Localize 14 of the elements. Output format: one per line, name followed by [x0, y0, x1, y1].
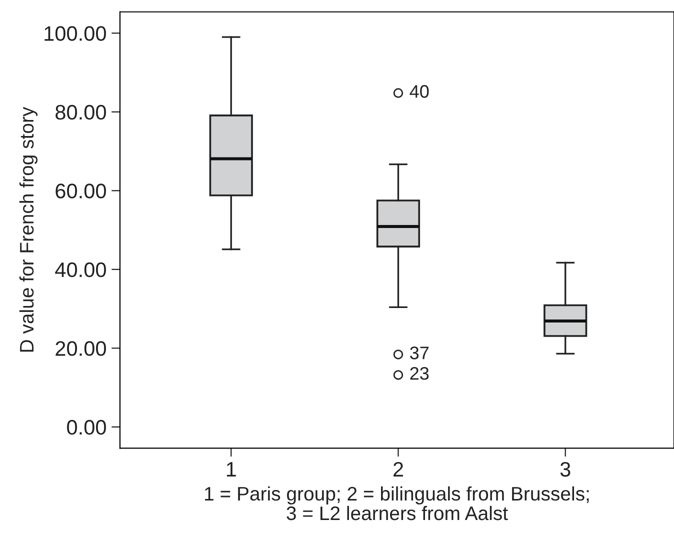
y-tick-label: 60.00	[56, 184, 106, 198]
y-tick-label: 0.00	[67, 420, 106, 435]
x-tick-label: 1	[226, 462, 236, 476]
y-tick-label: 100.00	[44, 26, 106, 41]
annotation: 40	[410, 85, 429, 98]
x-axis-title: 1 = Paris group; 2 = bilinguals from Brussels; 3 = L2 learners from Aalst	[205, 486, 589, 520]
x-tick-label: 3	[560, 462, 570, 477]
y-axis-title: D value for French frog story	[19, 106, 38, 352]
x-tick-label: 2	[393, 462, 403, 476]
y-tick-label: 40.00	[55, 262, 106, 278]
annotation: 37	[410, 346, 429, 360]
y-tick-label: 80.00	[56, 104, 106, 120]
annotation: 23	[410, 367, 429, 380]
y-tick-label: 20.00	[56, 341, 106, 356]
